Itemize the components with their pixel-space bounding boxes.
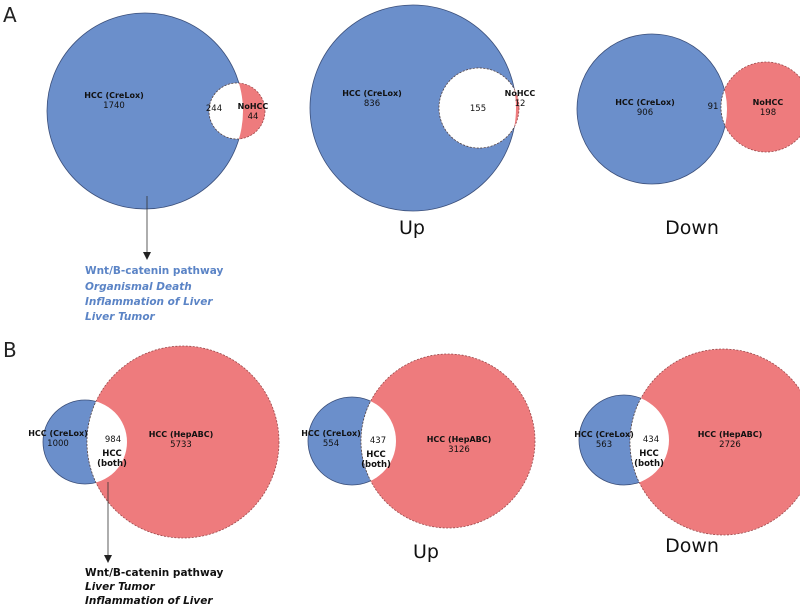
right-set-count: 3126	[448, 445, 470, 455]
right-set-count: 44	[248, 112, 259, 122]
venn-a3: HCC (CreLox) 906 91 NoHCC 198 Down	[576, 33, 800, 239]
left-set-count: 1740	[103, 101, 125, 111]
overlap-border	[629, 395, 669, 485]
overlap-border	[720, 61, 727, 153]
left-set-name: HCC (CreLox)	[84, 91, 144, 100]
left-set-count: 906	[637, 108, 653, 118]
overlap-label: (both)	[97, 459, 127, 469]
left-set-name: HCC (CreLox)	[28, 429, 88, 438]
overlap-count: 984	[105, 435, 121, 445]
annotation-line: Inflammation of Liver	[85, 595, 213, 606]
panel-b-annotation: Wnt/B-catenin pathway Liver Tumor Inflam…	[85, 567, 223, 606]
overlap-label: HCC	[639, 449, 659, 459]
left-set-name: HCC (CreLox)	[574, 430, 634, 439]
right-set-name: NoHCC	[505, 89, 536, 98]
venn-b3: HCC (CreLox) 563 434 HCC (both) HCC (Hep…	[574, 348, 800, 557]
right-set-name: NoHCC	[238, 102, 269, 111]
overlap-label: (both)	[634, 459, 664, 469]
left-set-count: 554	[323, 439, 339, 449]
left-set-name: HCC (CreLox)	[615, 98, 675, 107]
right-set-count: 12	[515, 99, 526, 109]
overlap-count: 434	[643, 435, 659, 445]
overlap-count: 244	[206, 104, 222, 114]
overlap-count: 155	[470, 104, 486, 114]
overlap-label: (both)	[361, 460, 391, 470]
venn-a1: HCC (CreLox) 1740 244 NoHCC 44	[46, 12, 269, 210]
direction-label: Down	[665, 535, 719, 557]
right-set-count: 198	[760, 108, 776, 118]
direction-label: Up	[399, 217, 425, 239]
right-set-count: 5733	[170, 440, 192, 450]
venn-b2: HCC (CreLox) 554 437 HCC (both) HCC (Hep…	[301, 353, 536, 563]
annotation-line: Wnt/B-catenin pathway	[85, 567, 223, 579]
annotation-line: Liver Tumor	[85, 311, 156, 323]
right-set-circle	[360, 353, 536, 529]
overlap-region	[439, 68, 516, 148]
right-set-name: HCC (HepABC)	[698, 430, 763, 439]
direction-label: Up	[413, 541, 439, 563]
overlap-label: HCC	[102, 449, 122, 459]
left-set-count: 1000	[47, 439, 69, 449]
overlap-count: 437	[370, 436, 386, 446]
overlap-border	[86, 400, 127, 484]
left-set-name: HCC (CreLox)	[301, 429, 361, 438]
right-set-count: 2726	[719, 440, 741, 450]
right-set-name: HCC (HepABC)	[427, 435, 492, 444]
right-set-name: NoHCC	[753, 98, 784, 107]
annotation-line: Inflammation of Liver	[85, 296, 213, 308]
left-set-count: 836	[364, 99, 380, 109]
left-set-count: 563	[596, 440, 612, 450]
panel-a-letter: A	[3, 3, 17, 27]
venn-a2: HCC (CreLox) 836 155 NoHCC 12 Up	[309, 4, 536, 239]
annotation-line: Organismal Death	[85, 281, 192, 293]
overlap-count: 91	[708, 102, 719, 112]
panel-b-letter: B	[3, 338, 17, 362]
overlap-border	[208, 82, 243, 140]
right-set-circle	[720, 61, 800, 153]
annotation-line: Liver Tumor	[85, 581, 156, 593]
annotation-line: Wnt/B-catenin pathway	[85, 265, 223, 277]
right-set-name: HCC (HepABC)	[149, 430, 214, 439]
left-set-name: HCC (CreLox)	[342, 89, 402, 98]
direction-label: Down	[665, 217, 719, 239]
panel-a-annotation: Wnt/B-catenin pathway Organismal Death I…	[85, 265, 223, 323]
overlap-label: HCC	[366, 450, 386, 460]
overlap-region	[209, 83, 243, 139]
venn-b1: HCC (CreLox) 1000 984 HCC (both) HCC (He…	[28, 345, 280, 539]
